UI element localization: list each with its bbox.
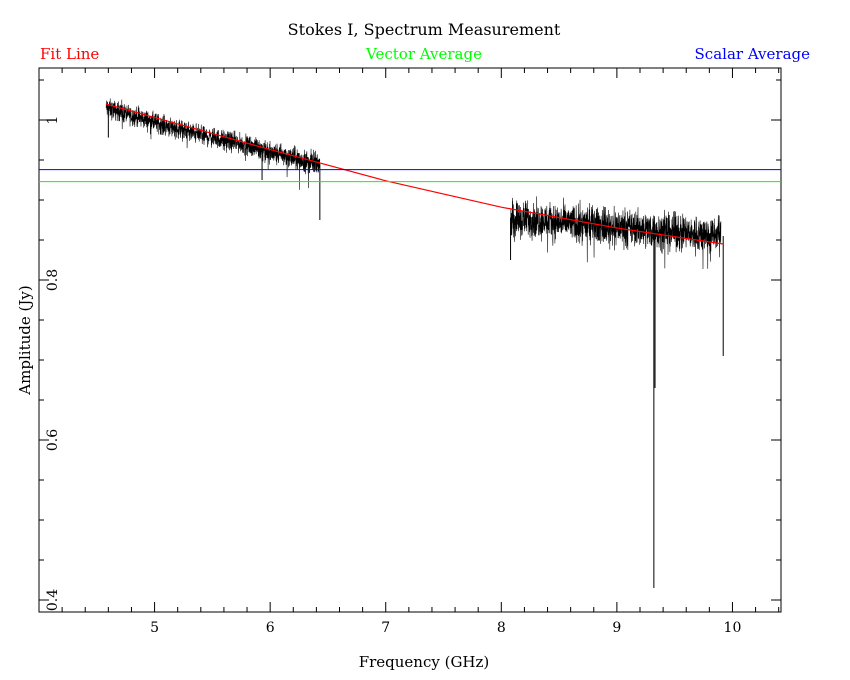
y-tick-label: 0.6 <box>45 429 61 451</box>
chart-title: Stokes I, Spectrum Measurement <box>288 20 561 39</box>
fit-line <box>105 103 724 245</box>
plot-marks <box>39 98 781 588</box>
y-tick-label: 0.4 <box>45 589 61 611</box>
x-tick-label: 8 <box>497 620 506 636</box>
y-tick-label: 1 <box>45 116 61 125</box>
plot-frame <box>38 67 782 613</box>
x-tick-label: 9 <box>612 620 621 636</box>
x-tick-label: 6 <box>266 620 275 636</box>
y-axis-title: Amplitude (Jy) <box>16 285 34 395</box>
spectrum-segment-3 <box>510 196 722 269</box>
spectrum-segment-2 <box>264 140 321 190</box>
x-tick-label: 7 <box>381 620 390 636</box>
y-axis-ticks: 0.4 0.6 0.8 1 <box>39 79 781 611</box>
x-tick-label: 10 <box>724 620 742 636</box>
legend-scalar-average: Scalar Average <box>695 45 811 63</box>
legend: Fit Line Vector Average Scalar Average <box>40 45 810 63</box>
y-tick-label: 0.8 <box>45 269 61 291</box>
x-axis-ticks: 5 6 7 8 9 10 <box>61 68 780 636</box>
legend-vector-average: Vector Average <box>365 45 482 63</box>
legend-fit-line: Fit Line <box>40 45 99 63</box>
x-axis-title: Frequency (GHz) <box>359 653 490 671</box>
x-tick-label: 5 <box>150 620 159 636</box>
spectrum-segment-1 <box>105 98 265 162</box>
